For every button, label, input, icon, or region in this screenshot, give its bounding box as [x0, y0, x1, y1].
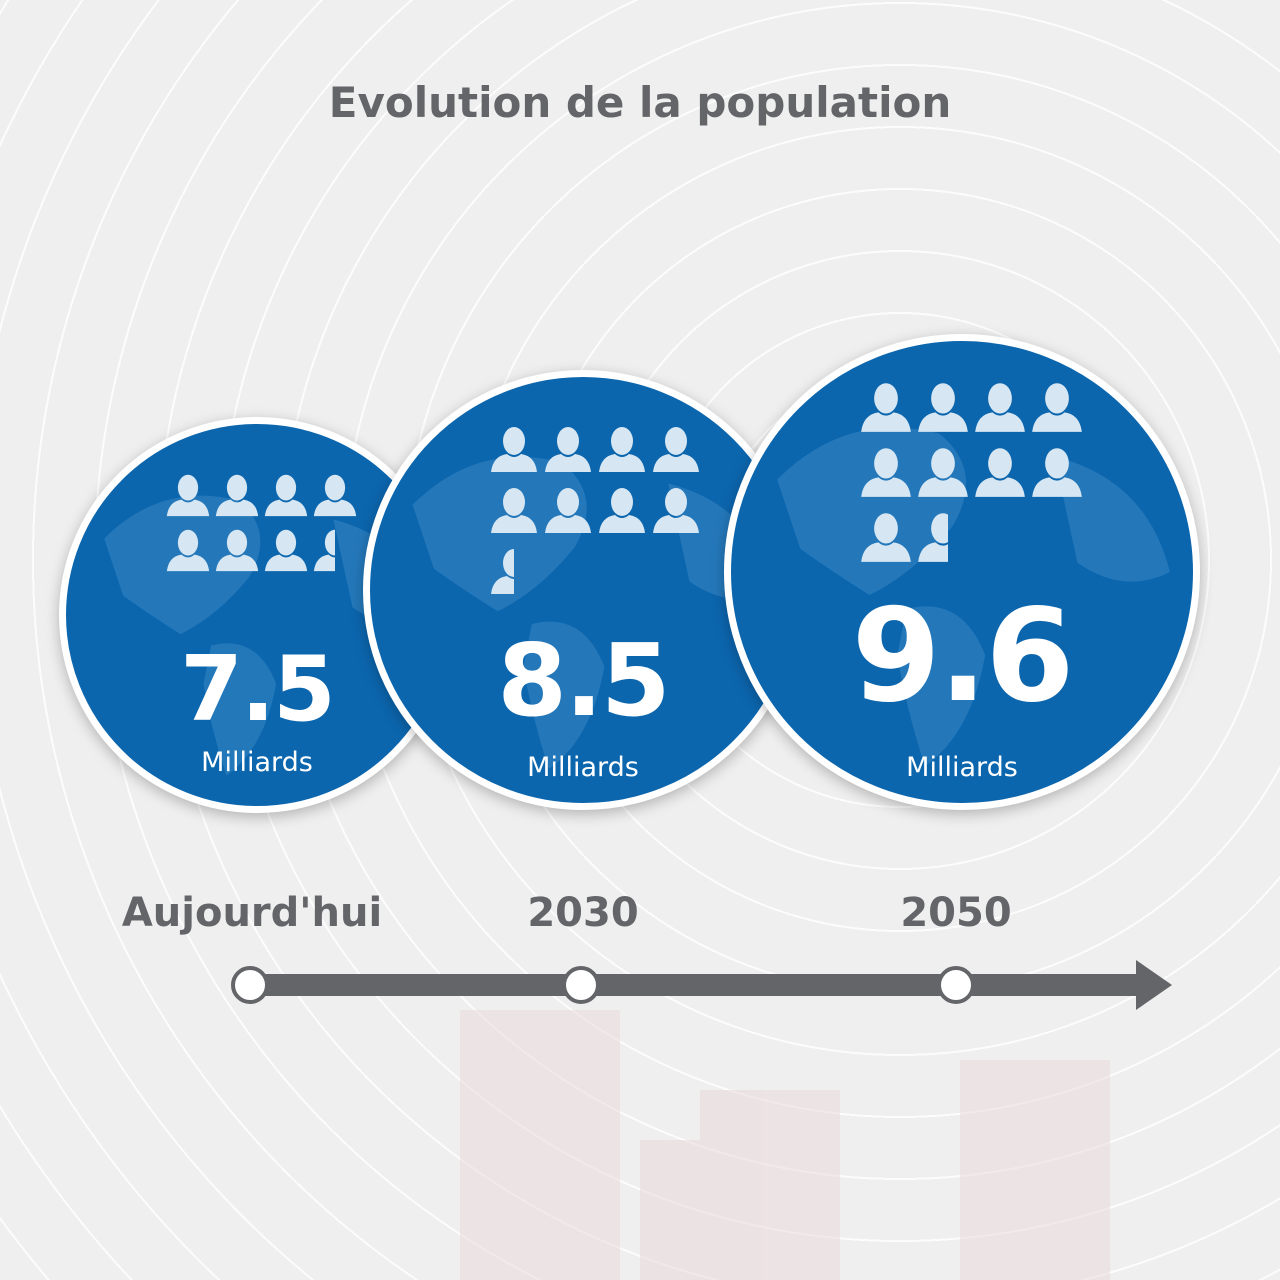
person-icon — [651, 424, 701, 474]
person-icon — [1030, 380, 1084, 434]
person-icon — [214, 472, 260, 518]
person-icon — [489, 485, 539, 535]
person-icon — [263, 527, 309, 573]
city-buildings — [460, 1010, 1110, 1280]
person-icon — [543, 485, 593, 535]
person-icon — [489, 546, 514, 596]
person-icon — [859, 510, 913, 564]
person-icon — [214, 527, 260, 573]
person-icon — [916, 510, 949, 564]
timeline-bar — [250, 974, 1140, 996]
globe-2030: 8.5 Milliards — [363, 370, 803, 810]
person-icon — [165, 472, 211, 518]
arrow-head-icon — [1136, 960, 1172, 1010]
population-unit: Milliards — [527, 752, 639, 783]
population-unit: Milliards — [906, 752, 1018, 783]
person-icon — [916, 445, 970, 499]
person-icon — [312, 472, 358, 518]
person-icon — [916, 380, 970, 434]
population-value: 8.5 — [497, 622, 670, 739]
population-value: 9.6 — [851, 582, 1075, 731]
person-icon — [597, 424, 647, 474]
timeline-dot-2050 — [937, 966, 975, 1004]
person-icon — [312, 527, 335, 573]
globe-2050: 9.6 Milliards — [724, 334, 1200, 810]
person-icon — [165, 527, 211, 573]
timeline-label-2030: 2030 — [527, 890, 639, 936]
timeline-dot-today — [231, 966, 269, 1004]
page-title: Evolution de la population — [328, 78, 952, 127]
timeline-dot-2030 — [562, 966, 600, 1004]
person-icon — [859, 380, 913, 434]
person-icon — [263, 472, 309, 518]
person-icon — [489, 424, 539, 474]
world-map-icon — [777, 427, 1170, 767]
population-value: 7.5 — [180, 637, 335, 742]
person-icon — [973, 380, 1027, 434]
timeline-label-today: Aujourd'hui — [121, 890, 383, 936]
person-icon — [597, 485, 647, 535]
person-icon — [859, 445, 913, 499]
person-icon — [973, 445, 1027, 499]
person-icon — [543, 424, 593, 474]
person-icon — [1030, 445, 1084, 499]
person-icon — [651, 485, 701, 535]
timeline-label-2050: 2050 — [900, 890, 1012, 936]
population-unit: Milliards — [201, 747, 313, 778]
